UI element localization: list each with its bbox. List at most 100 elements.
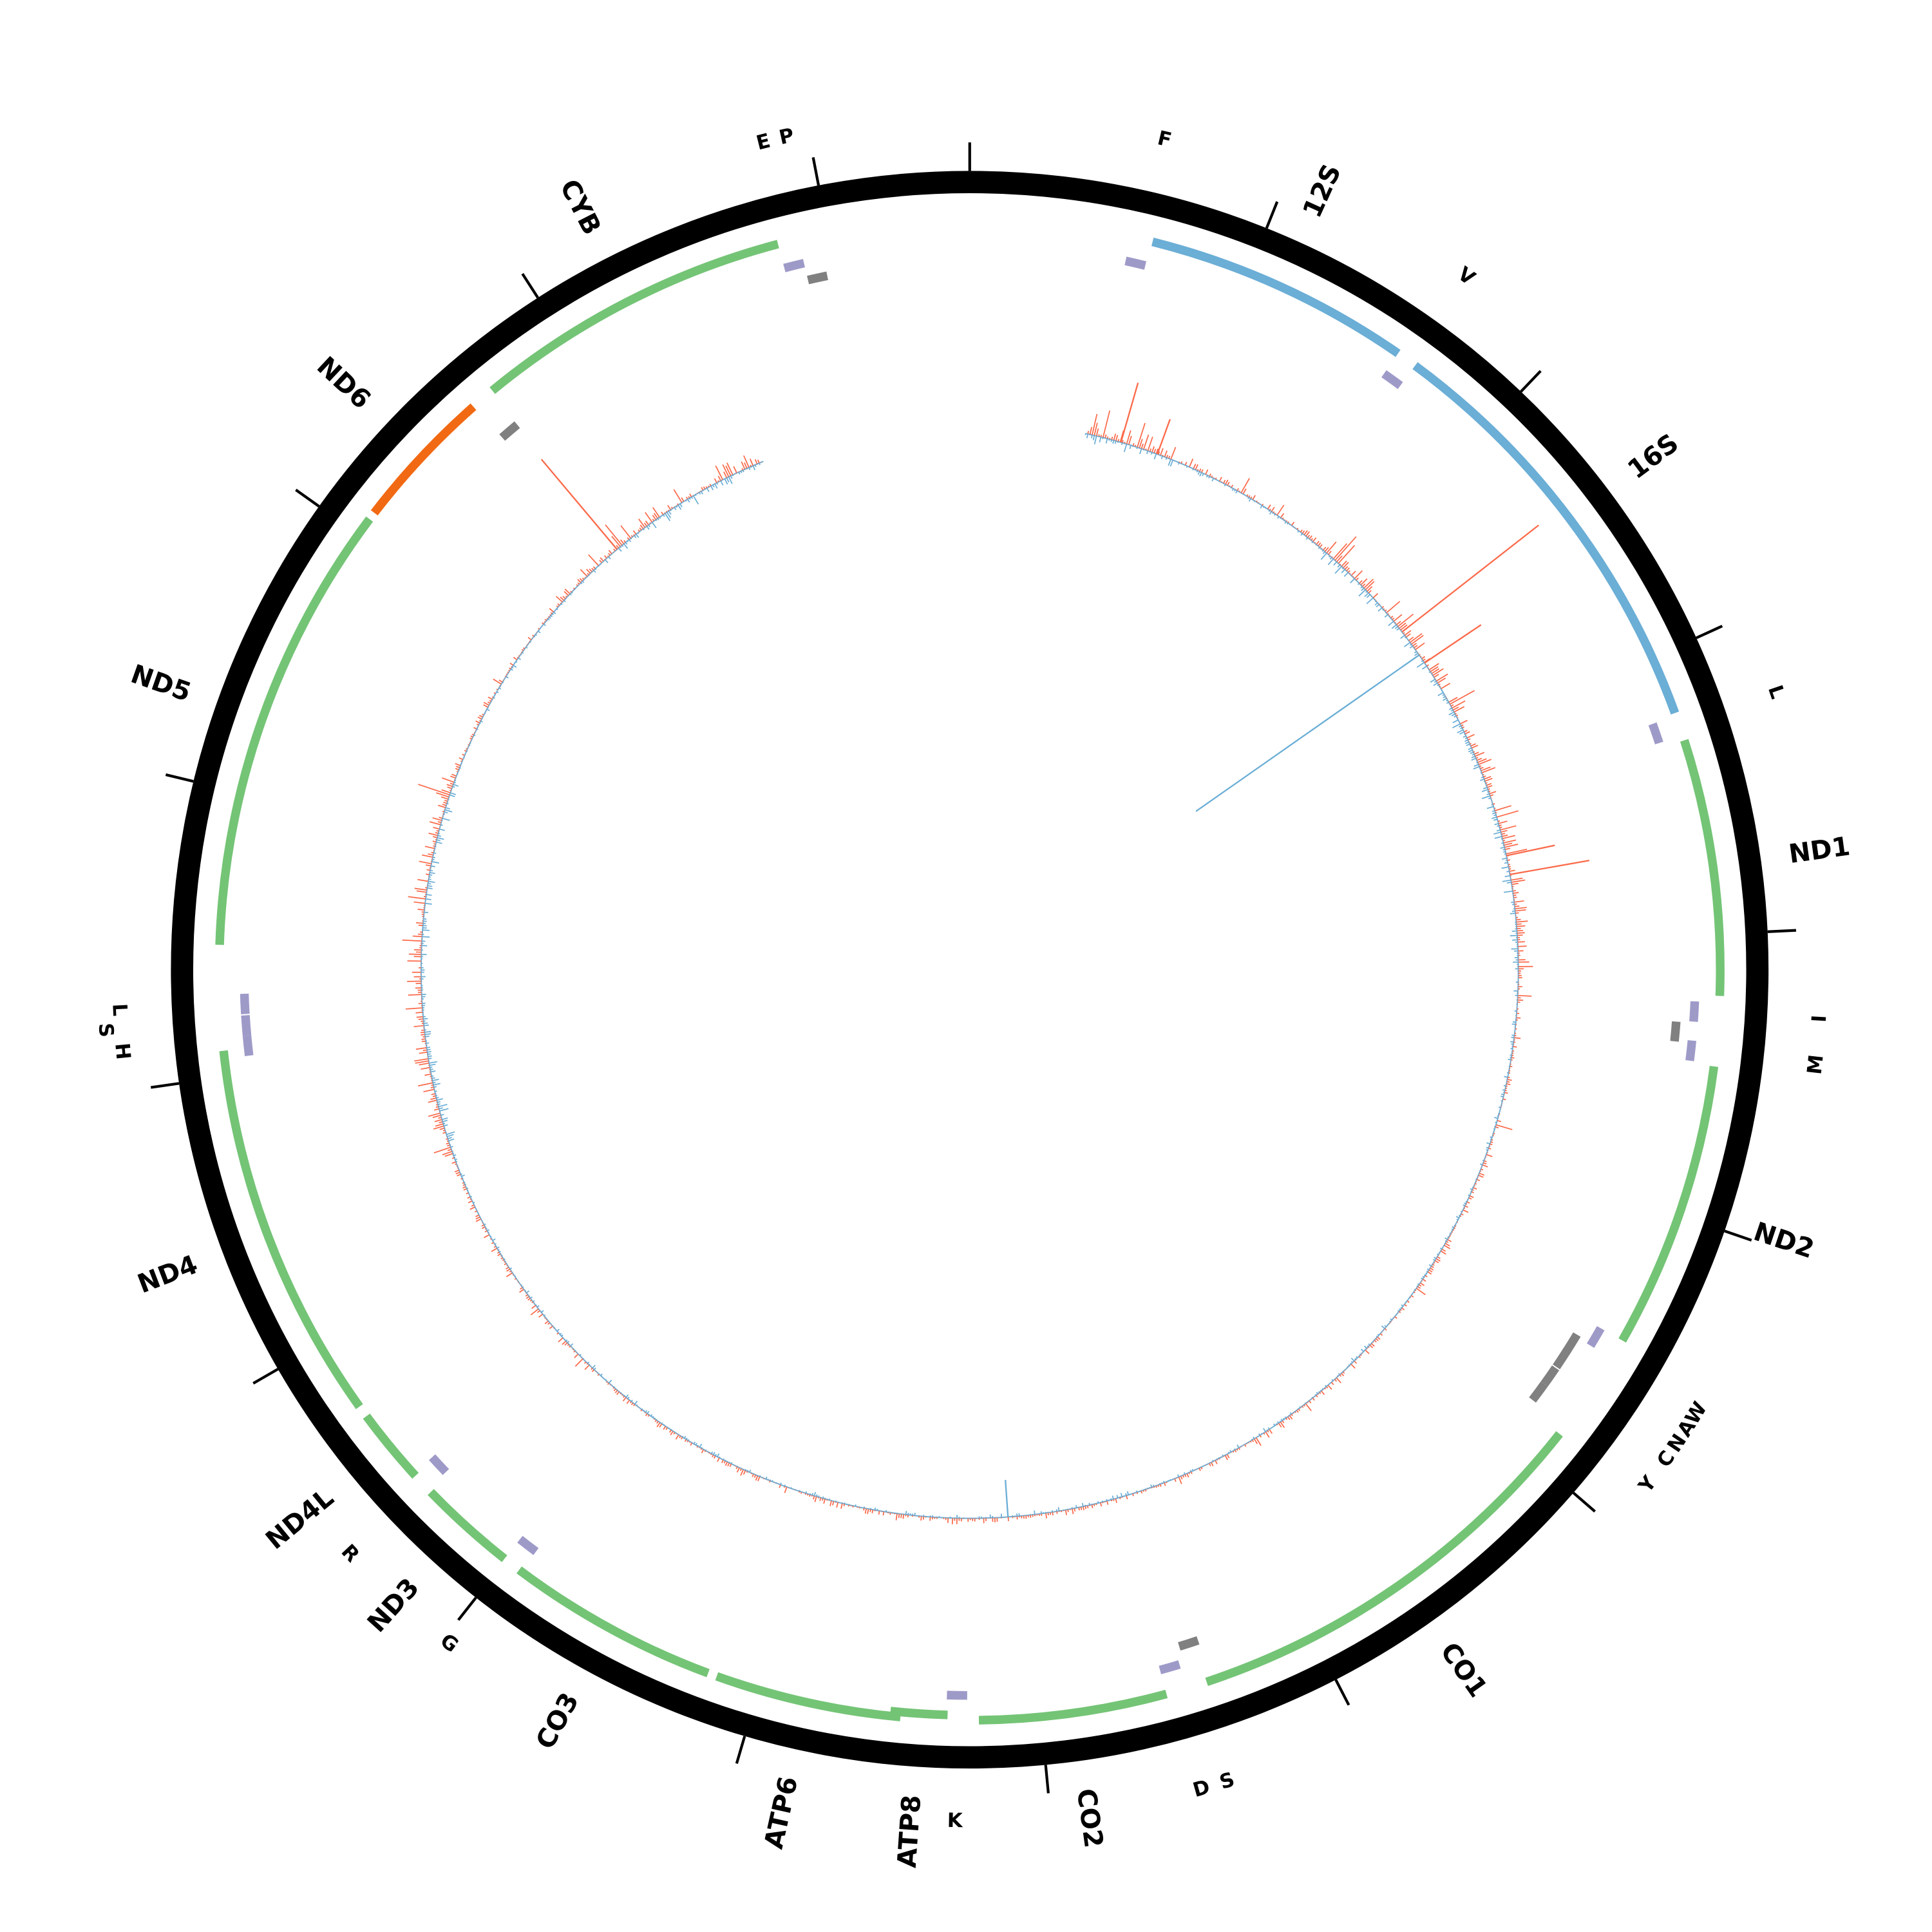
coverage-bar-up — [1271, 506, 1275, 512]
gene-arc-nd4[interactable] — [219, 1050, 363, 1410]
coverage-bar-down — [556, 1329, 560, 1332]
coverage-bar-up — [488, 696, 493, 700]
gene-arc-nd1[interactable] — [1680, 739, 1725, 996]
coverage-bar-down — [1504, 853, 1506, 855]
coverage-bar-up — [920, 1516, 922, 1521]
coverage-bar-down — [1305, 537, 1309, 540]
coverage-bar-up — [536, 632, 537, 634]
trna-mark-n[interactable] — [1553, 1348, 1571, 1370]
coverage-bar-up — [1414, 645, 1418, 649]
trna-mark-l[interactable] — [240, 993, 250, 1014]
gene-arc-atp6[interactable] — [715, 1672, 901, 1721]
coverage-bar-down — [625, 1394, 629, 1398]
gene-arc-co2[interactable] — [978, 1689, 1168, 1725]
trna-mark-p[interactable] — [807, 271, 828, 285]
coverage-bar-up — [1319, 1392, 1321, 1394]
gene-arc-co1[interactable] — [1205, 1431, 1563, 1686]
coverage-bar-down — [1487, 791, 1489, 793]
trna-mark-h[interactable] — [242, 1035, 254, 1056]
coverage-bar-down — [479, 722, 481, 724]
coverage-bar-up — [665, 511, 668, 513]
coverage-bar-up — [743, 455, 750, 468]
trna-mark-e[interactable] — [783, 259, 805, 272]
coverage-bar-down — [1168, 459, 1171, 466]
coverage-bar-down — [1483, 781, 1486, 782]
coverage-bar-up — [1390, 616, 1394, 619]
gene-arc-nd2[interactable] — [1618, 1065, 1719, 1343]
coverage-bar-down — [1211, 478, 1215, 482]
trna-mark-w[interactable] — [1586, 1326, 1605, 1349]
coverage-bar-down — [425, 898, 431, 900]
coverage-bar-up — [502, 679, 504, 681]
coverage-bar-up — [1137, 422, 1146, 448]
coverage-bar-up — [506, 1268, 511, 1272]
gene-arc-nd4l[interactable] — [363, 1413, 419, 1479]
coverage-bar-up — [497, 1251, 500, 1254]
gene-arc-atp8[interactable] — [890, 1707, 948, 1719]
coverage-bar-up — [549, 1325, 553, 1329]
trna-mark-s[interactable] — [1178, 1636, 1200, 1651]
coverage-bar-up — [1374, 1340, 1377, 1343]
trna-mark-v[interactable] — [1381, 370, 1403, 390]
coverage-bar-down — [459, 1169, 460, 1171]
coverage-bar-down — [695, 1443, 697, 1446]
coverage-bar-down — [498, 1249, 500, 1251]
coverage-bar-down — [1094, 435, 1097, 445]
coverage-bar-down — [444, 809, 453, 813]
trna-mark-m[interactable] — [1685, 1040, 1697, 1061]
trna-mark-g[interactable] — [517, 1535, 539, 1555]
coverage-bar-up — [592, 566, 596, 569]
trna-mark-l[interactable] — [1648, 722, 1663, 744]
trna-mark-f[interactable] — [1124, 256, 1147, 270]
trna-mark-a[interactable] — [1562, 1332, 1581, 1354]
coverage-bar-up — [699, 1446, 701, 1448]
trna-mark-y[interactable] — [1529, 1381, 1548, 1403]
coverage-bar-down — [1273, 513, 1276, 516]
trna-mark-c[interactable] — [1540, 1365, 1560, 1387]
scale-tick — [295, 488, 320, 507]
trna-mark-r[interactable] — [428, 1454, 450, 1475]
coverage-bar-up — [1367, 586, 1373, 592]
coverage-bar-down — [1311, 541, 1314, 544]
coverage-bar-up — [1134, 444, 1137, 447]
coverage-bar-up — [444, 799, 448, 802]
gene-arc-16s[interactable] — [1412, 362, 1680, 715]
coverage-bar-up — [749, 459, 754, 466]
coverage-bar-up — [493, 692, 496, 694]
coverage-bar-up — [726, 462, 734, 475]
coverage-bar-up — [632, 530, 637, 535]
coverage-bar-down — [1084, 433, 1086, 435]
gene-arc-cyb[interactable] — [489, 240, 779, 394]
coverage-bar-down — [1105, 438, 1108, 444]
trna-mark-d[interactable] — [1159, 1660, 1181, 1674]
gene-arc-nd3[interactable] — [428, 1489, 507, 1562]
coverage-bar-up — [447, 1148, 452, 1151]
trna-mark-s[interactable] — [241, 1015, 252, 1036]
coverage-bar-up — [630, 1402, 634, 1406]
coverage-bar-up — [848, 1504, 849, 1507]
gene-arc-12s[interactable] — [1151, 237, 1401, 357]
trna-mark-t[interactable] — [499, 421, 520, 441]
coverage-bar-down — [746, 468, 748, 470]
coverage-bar-down — [484, 1226, 486, 1227]
coverage-bar-down — [677, 504, 682, 510]
gene-arc-co3[interactable] — [516, 1566, 710, 1678]
trna-mark-q[interactable] — [1670, 1021, 1681, 1042]
gene-arc-nd6[interactable] — [370, 403, 477, 516]
coverage-bar-down — [1465, 1200, 1468, 1202]
coverage-bar-up — [688, 496, 690, 498]
backbone-ring — [171, 171, 1769, 1769]
coverage-bar-up — [569, 1345, 571, 1348]
scale-tick — [1520, 370, 1542, 393]
coverage-bar-down — [488, 706, 489, 708]
coverage-bar-up — [652, 507, 660, 518]
coverage-bar-up — [1303, 530, 1308, 535]
trna-label-v: V — [1454, 262, 1479, 290]
coverage-bar-down — [605, 559, 609, 564]
trna-mark-k[interactable] — [947, 1690, 967, 1700]
coverage-bar-down — [1458, 725, 1462, 728]
trna-mark-i[interactable] — [1689, 1001, 1700, 1022]
gene-arc-nd5[interactable] — [215, 516, 374, 945]
coverage-bar-up — [416, 890, 427, 893]
coverage-bar-up — [463, 1188, 468, 1191]
